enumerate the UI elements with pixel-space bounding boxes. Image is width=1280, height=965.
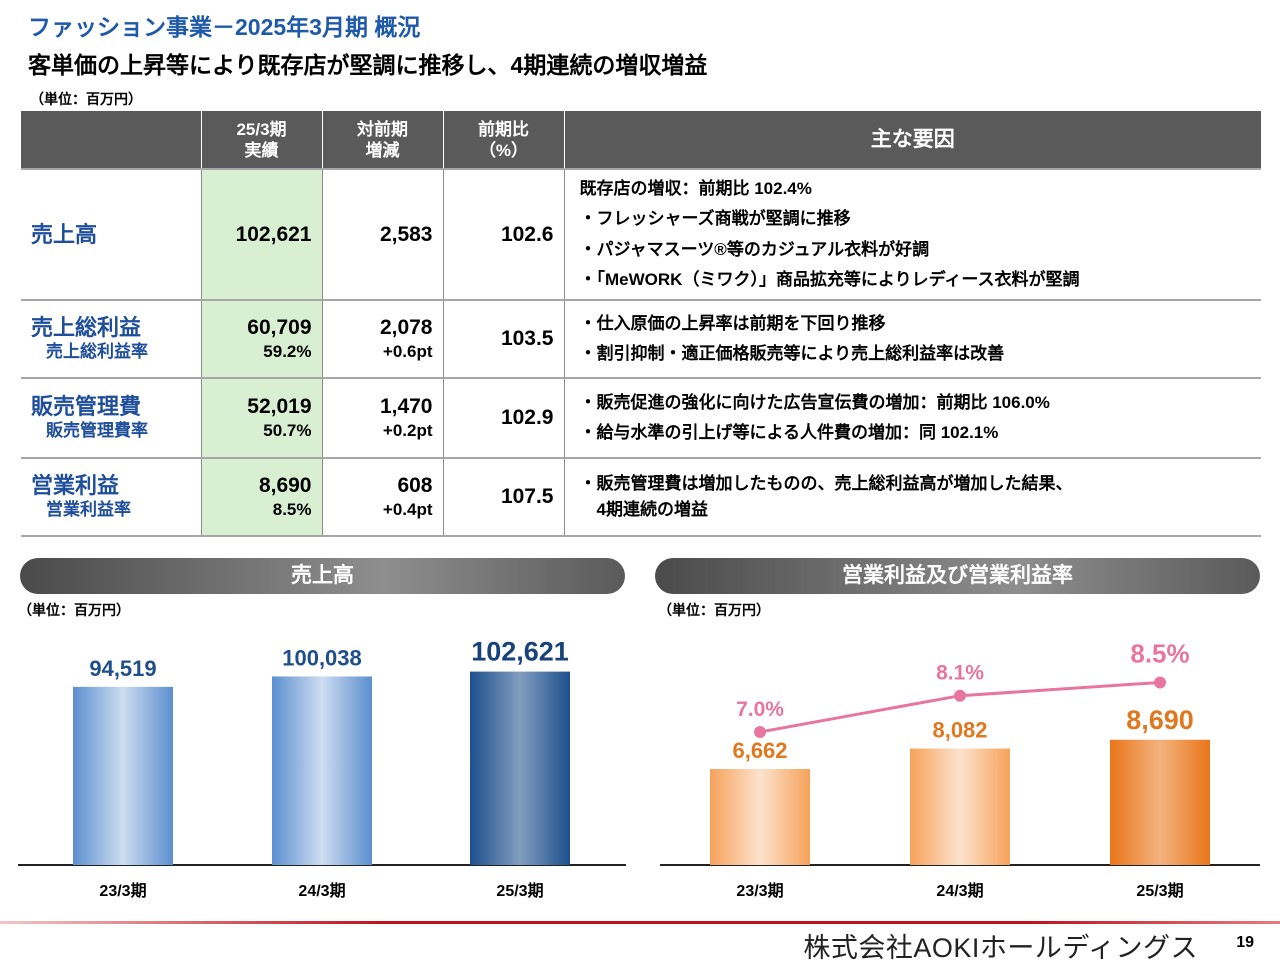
rate-label: 8.5% — [1130, 639, 1189, 669]
x-tick-label: 24/3期 — [298, 881, 345, 900]
bar-value-label: 8,082 — [932, 718, 987, 743]
header-change: 対前期 増減 — [322, 111, 444, 169]
row-change: 1,470 +0.2pt — [322, 377, 444, 458]
bar-value-label: 100,038 — [282, 645, 362, 670]
header-ratio: 前期比 （%） — [443, 111, 565, 169]
row-factors: ・販売管理費は増加したものの、売上総利益高が増加した結果、 4期連続の増益 — [564, 457, 1261, 537]
rate-point — [954, 689, 966, 702]
row-ratio: 107.5 — [443, 457, 565, 537]
header-current: 25/3期 実績 — [201, 111, 323, 169]
row-ratio: 103.5 — [443, 299, 565, 378]
header-label — [21, 111, 202, 169]
factor-line: ・パジャマスーツ®等のカジュアル衣料が好調 — [579, 239, 930, 259]
page-subtitle: 客単価の上昇等により既存店が堅調に推移し、4期連続の増収増益 — [28, 52, 708, 78]
factor-line: 4期連続の増益 — [579, 500, 708, 519]
row-change: 2,583 — [322, 168, 444, 300]
bar — [1110, 739, 1210, 865]
op-chart-band: 営業利益及び営業利益率 — [655, 558, 1260, 594]
rate-label: 8.1% — [936, 662, 984, 685]
x-tick-label: 25/3期 — [1136, 881, 1183, 900]
sales-chart: 94,519 23/3期 100,038 24/3期 102,621 25/3期 — [18, 637, 626, 900]
bar-value-label: 6,662 — [732, 738, 787, 763]
row-sublabel: 販売管理費率 — [46, 421, 148, 440]
row-value: 102,621 — [201, 168, 323, 300]
table-row-operating-profit: 営業利益 営業利益率 8,690 8.5% 608 +0.4pt 107.5 ・… — [21, 457, 1261, 537]
table-row-gross-profit: 売上総利益 売上総利益率 60,709 59.2% 2,078 +0.6pt 1… — [21, 299, 1261, 378]
x-tick-label: 23/3期 — [99, 881, 146, 900]
row-subchange: +0.6pt — [382, 342, 433, 361]
op-chart: 6,662 23/3期 8,082 24/3期 8,690 25/3期 7.0% 8.1% 8.… — [660, 639, 1260, 900]
row-label: 売上総利益 売上総利益率 — [21, 299, 202, 378]
row-factors: ・販売促進の強化に向けた広告宣伝費の増加：前期比 106.0% ・給与水準の引上… — [564, 377, 1261, 458]
factor-line: ・割引抑制・適正価格販売等により売上総利益率は改善 — [579, 344, 1005, 363]
factor-line: ・フレッシャーズ商戦が堅調に推移 — [579, 209, 851, 228]
company-name: 株式会社AOKIホールディングス — [803, 933, 1198, 963]
x-tick-label: 24/3期 — [936, 881, 983, 900]
page-title: ファッション事業－2025年3月期 概況 — [28, 14, 421, 40]
row-factors: 既存店の増収：前期比 102.4% ・フレッシャーズ商戦が堅調に推移 ・パジャマ… — [564, 168, 1261, 300]
row-label: 営業利益 営業利益率 — [21, 457, 202, 537]
row-subvalue: 8.5% — [272, 500, 312, 519]
row-subvalue: 50.7% — [263, 421, 312, 440]
row-factors: ・仕入原価の上昇率は前期を下回り推移 ・割引抑制・適正価格販売等により売上総利益… — [564, 299, 1261, 378]
factor-line: ・販売促進の強化に向けた広告宣伝費の増加：前期比 106.0% — [579, 392, 1050, 412]
row-change: 2,078 +0.6pt — [322, 299, 444, 378]
row-ratio: 102.9 — [443, 377, 565, 458]
factor-line: ・「MeWORK（ミワク）」商品拡充等によりレディース衣料が堅調 — [579, 270, 1080, 289]
bar — [710, 768, 810, 865]
factor-line: 既存店の増収：前期比 102.4% — [579, 178, 812, 198]
row-value: 8,690 8.5% — [201, 457, 323, 537]
bar-value-label: 102,621 — [471, 637, 569, 667]
row-sublabel: 営業利益率 — [46, 500, 131, 519]
row-subchange: +0.2pt — [382, 421, 433, 440]
row-subchange: +0.4pt — [382, 500, 433, 519]
row-change: 608 +0.4pt — [322, 457, 444, 537]
factor-line: ・仕入原価の上昇率は前期を下回り推移 — [579, 313, 886, 333]
footer-divider — [0, 921, 1280, 924]
header-factors: 主な要因 — [564, 111, 1261, 169]
row-subvalue: 59.2% — [263, 342, 312, 361]
factor-line: ・販売管理費は増加したものの、売上総利益高が増加した結果、 — [579, 474, 1073, 493]
rate-label: 7.0% — [736, 698, 784, 721]
sales-chart-band: 売上高 — [20, 558, 625, 594]
bar — [73, 686, 173, 865]
bar-value-label: 8,690 — [1126, 705, 1194, 735]
x-tick-label: 23/3期 — [736, 881, 783, 900]
factor-line: ・給与水準の引上げ等による人件費の増加：同 102.1% — [579, 423, 999, 442]
sales-chart-unit: （単位：百万円） — [18, 602, 130, 618]
row-value: 52,019 50.7% — [201, 377, 323, 458]
x-tick-label: 25/3期 — [496, 881, 543, 900]
bar — [910, 748, 1010, 865]
row-label: 売上高 — [21, 168, 202, 300]
table-unit-note: （単位：百万円） — [30, 91, 142, 107]
op-chart-unit: （単位：百万円） — [658, 602, 770, 618]
table-row-sales: 売上高 102,621 2,583 102.6 既存店の増収：前期比 102.4… — [21, 168, 1261, 300]
rate-point — [754, 726, 766, 738]
row-label: 販売管理費 販売管理費率 — [21, 377, 202, 458]
table-header-row: 25/3期 実績 対前期 増減 前期比 （%） 主な要因 — [21, 111, 1261, 169]
row-ratio: 102.6 — [443, 168, 565, 300]
row-value: 60,709 59.2% — [201, 299, 323, 378]
summary-table: 25/3期 実績 対前期 増減 前期比 （%） 主な要因 売上高 102,621 2,… — [21, 111, 1261, 537]
bar-value-label: 94,519 — [89, 656, 156, 681]
row-sublabel: 売上総利益率 — [46, 342, 148, 361]
bar — [272, 676, 372, 865]
table-row-sga: 販売管理費 販売管理費率 52,019 50.7% 1,470 +0.2pt 1… — [21, 377, 1261, 458]
rate-point — [1154, 676, 1166, 689]
bar — [470, 671, 570, 865]
page-number: 19 — [1236, 934, 1254, 951]
